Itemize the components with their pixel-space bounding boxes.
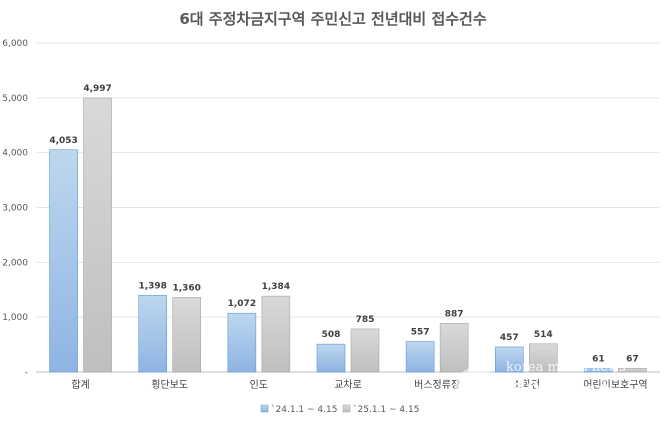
y-tick-label: 2,000 — [2, 258, 28, 268]
y-axis-ticks: - 1,000 2,000 3,000 4,000 5,000 6,000 — [2, 39, 28, 378]
bar — [172, 297, 202, 373]
bar — [227, 312, 257, 373]
y-tick-label: 3,000 — [2, 204, 28, 214]
data-label: 4,053 — [49, 136, 77, 146]
bar — [528, 343, 558, 373]
watermark-site: korea media news — [506, 360, 626, 375]
legend-label-2024: `24.1.1 ~ 4.15 — [271, 404, 337, 415]
bar — [584, 368, 613, 373]
bar — [138, 295, 168, 373]
gridlines — [36, 42, 660, 373]
x-axis-categories: 합계 횡단보도 인도 교차로 버스정류장 소화전 어린이보호구역 — [71, 379, 647, 391]
data-label: 67 — [626, 354, 639, 364]
bar — [350, 328, 380, 373]
watermark: kmn korea media news 케이엠 뉴스 — [455, 360, 626, 409]
data-label: 1,072 — [228, 299, 256, 309]
data-label: 457 — [500, 333, 519, 343]
watermark-logo-icon — [455, 367, 497, 409]
data-label: 887 — [445, 309, 464, 319]
y-tick-label: - — [25, 368, 28, 378]
watermark-name: 케이엠 뉴스 — [506, 379, 615, 404]
legend-label-2025: `25.1.1 ~ 4.15 — [353, 404, 419, 415]
y-tick-label: 1,000 — [2, 313, 28, 323]
data-label: 61 — [592, 355, 605, 365]
bar — [261, 295, 291, 373]
y-tick-label: 6,000 — [2, 39, 28, 49]
category-label: 교차로 — [334, 379, 362, 391]
bar — [49, 149, 78, 373]
legend-swatch-2025 — [342, 404, 351, 413]
bar — [494, 346, 524, 373]
data-label: 1,398 — [138, 281, 166, 291]
data-label: 1,360 — [172, 283, 200, 293]
data-label: 4,997 — [83, 84, 111, 94]
y-tick-label: 4,000 — [2, 149, 28, 159]
category-label: 버스정류장 — [414, 379, 460, 391]
category-label: 인도 — [250, 379, 268, 391]
data-label: 514 — [534, 330, 553, 340]
category-label: 횡단보도 — [151, 379, 188, 391]
data-label: 785 — [356, 315, 375, 325]
category-label: 합계 — [71, 379, 89, 391]
value-labels: 4,053 4,997 1,398 1,360 1,072 1,384 508 785 557 8… — [49, 84, 638, 365]
data-label: 508 — [322, 330, 341, 340]
bar — [618, 368, 647, 373]
category-label: 소화전 — [512, 379, 540, 391]
legend: `24.1.1 ~ 4.15 `25.1.1 ~ 4.15 — [260, 404, 419, 415]
watermark-logo-text: kmn — [461, 381, 490, 395]
chart-title: 6대 주정차금지구역 주민신고 전년대비 접수건수 — [179, 10, 487, 28]
data-label: 557 — [411, 327, 430, 337]
data-label: 1,384 — [262, 282, 290, 292]
bar — [405, 341, 435, 373]
category-label: 어린이보호구역 — [583, 379, 647, 391]
bar — [439, 323, 469, 373]
legend-swatch-2024 — [260, 404, 269, 413]
y-tick-label: 5,000 — [2, 94, 28, 104]
bar — [83, 97, 112, 373]
bar — [316, 343, 346, 373]
bars — [49, 97, 647, 373]
